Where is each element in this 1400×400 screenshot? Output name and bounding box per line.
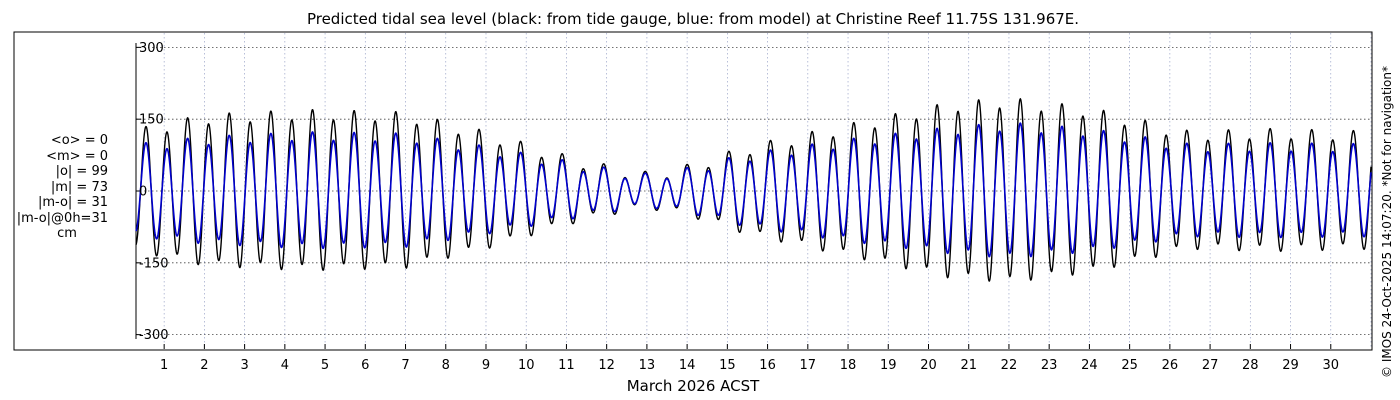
- x-tick-label: 2: [200, 358, 208, 373]
- x-tick-label: 29: [1282, 358, 1299, 373]
- x-tick-label: 11: [558, 358, 575, 373]
- x-tick-label: 28: [1242, 358, 1259, 373]
- series: [135, 97, 1372, 283]
- stats-panel: <o> = 0 <m> = 0 |o| = 99 |m| = 73 |m-o| …: [14, 133, 108, 242]
- outer-frame: [13, 31, 1373, 351]
- axes: [135, 43, 1332, 349]
- stat-abs-obs: |o| = 99: [55, 164, 108, 179]
- x-tick-label: 25: [1121, 358, 1138, 373]
- x-tick-label: 21: [960, 358, 977, 373]
- x-tick-label: 22: [1001, 358, 1018, 373]
- y-tick-label: -150: [139, 256, 169, 271]
- x-tick-label: 12: [598, 358, 615, 373]
- y-tick-label: 0: [139, 185, 147, 200]
- stat-abs-diff-0h: |m-o|@0h=31: [16, 210, 108, 226]
- stat-mean-obs: <o> = 0: [50, 133, 108, 148]
- stat-mean-model: <m> = 0: [46, 148, 108, 164]
- series-line-gauge: [135, 97, 1372, 283]
- x-tick-label: 5: [321, 358, 329, 373]
- x-tick-label: 23: [1041, 358, 1058, 373]
- x-tick-label: 24: [1081, 358, 1098, 373]
- x-tick-label: 10: [518, 358, 535, 373]
- x-tick-label: 8: [442, 358, 450, 373]
- grid: [136, 33, 1372, 349]
- x-tick-label: 14: [679, 358, 696, 373]
- x-tick-label: 3: [240, 358, 248, 373]
- x-tick-label: 26: [1162, 358, 1179, 373]
- series-line-model: [135, 122, 1372, 258]
- y-tick-label: -300: [139, 328, 169, 343]
- x-tick-label: 7: [401, 358, 409, 373]
- x-tick-label: 4: [281, 358, 289, 373]
- x-tick-label: 1: [160, 358, 168, 373]
- x-tick-label: 30: [1322, 358, 1339, 373]
- x-tick-label: 16: [759, 358, 776, 373]
- x-tick-label: 17: [800, 358, 817, 373]
- x-tick-label: 27: [1202, 358, 1219, 373]
- x-tick-label: 6: [361, 358, 369, 373]
- x-tick-label: 20: [920, 358, 937, 373]
- x-tick-label: 19: [880, 358, 897, 373]
- x-tick-label: 9: [482, 358, 490, 373]
- x-tick-label: 13: [639, 358, 656, 373]
- y-tick-label: 150: [139, 113, 164, 128]
- x-axis-label: March 2026 ACST: [627, 377, 760, 395]
- x-tick-label: 18: [840, 358, 857, 373]
- stat-unit: cm: [57, 226, 77, 241]
- stat-abs-model: |m| = 73: [50, 179, 108, 195]
- x-tick-label: 15: [719, 358, 736, 373]
- chart-title: Predicted tidal sea level (black: from t…: [306, 10, 1080, 28]
- stat-abs-diff: |m-o| = 31: [37, 195, 108, 210]
- y-tick-label: 300: [139, 41, 164, 56]
